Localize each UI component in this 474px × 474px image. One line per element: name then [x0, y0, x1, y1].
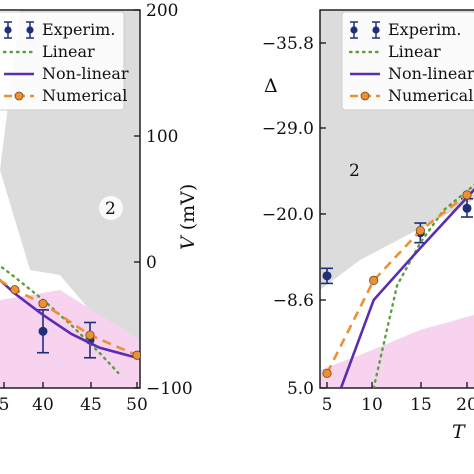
- right-panel: 5 10 15 20 −35.8 −29.0 −20.0 −8.6 5.0 2 Δ T Exp…: [262, 9, 474, 443]
- numerical-point: [10, 285, 20, 295]
- y-tick-label: −29.0: [262, 119, 314, 139]
- region-label-left-bg: [99, 196, 123, 220]
- legend-label: Experim.: [42, 20, 115, 39]
- legend-label: Linear: [42, 42, 95, 61]
- legend-right: Experim. Linear Non-linear Numerical: [341, 11, 474, 111]
- legend-label: Linear: [388, 42, 441, 61]
- y-tick-label: −8.6: [273, 291, 314, 311]
- y-axis-label-left: V(mV): [177, 184, 199, 250]
- y-tick-label: −35.8: [262, 34, 314, 54]
- legend-label: Numerical: [42, 86, 127, 105]
- y-tick-label: 0: [146, 253, 157, 273]
- numerical-point: [132, 350, 140, 360]
- right-plot-frame: [319, 9, 474, 389]
- x-tick-label: 20: [456, 395, 474, 415]
- x-tick-label: 50: [126, 395, 148, 415]
- numerical-point: [38, 298, 48, 309]
- x-axis-label-right: T: [452, 421, 466, 443]
- x-tick-label: 5: [322, 395, 333, 415]
- numerical-point: [85, 330, 95, 340]
- y-axis-label-right: Δ: [264, 75, 278, 97]
- x-tick-label: 40: [32, 395, 54, 415]
- pink-region-right: [320, 315, 474, 388]
- experimental-point: [37, 309, 49, 354]
- legend-item: Experim.: [350, 20, 461, 39]
- x-tick-label: 5: [0, 395, 9, 415]
- legend-left: Experim. Linear Non-linear Numerical: [0, 11, 129, 111]
- legend-label: Non-linear: [42, 64, 129, 83]
- y-tick-label: 5.0: [287, 379, 314, 399]
- legend-item: Non-linear: [4, 64, 129, 83]
- x-tick-label: 10: [361, 395, 383, 415]
- series-line-nonlinear: [339, 187, 474, 388]
- y-tick-label: −20.0: [262, 205, 314, 225]
- numerical-point: [462, 190, 472, 200]
- x-tick-label: 15: [410, 395, 432, 415]
- legend-item: Non-linear: [350, 64, 474, 83]
- region-label-right: 2: [349, 161, 360, 181]
- legend-box: [0, 11, 125, 111]
- left-plot-frame: [0, 9, 141, 389]
- numerical-point: [369, 275, 379, 285]
- numerical-point: [415, 225, 425, 236]
- legend-box: [341, 11, 474, 111]
- numerical-point: [322, 368, 332, 378]
- legend-item: Linear: [348, 42, 441, 61]
- legend-item: Linear: [2, 42, 95, 61]
- legend-item: Numerical: [350, 86, 473, 105]
- legend-label: Experim.: [388, 20, 461, 39]
- y-tick-label: 200: [146, 1, 178, 21]
- series-line-nonlinear: [0, 278, 138, 360]
- region-label-left-text: 2: [105, 199, 116, 219]
- y-tick-label: −100: [146, 379, 193, 399]
- legend-label: Non-linear: [388, 64, 474, 83]
- experimental-point: [321, 267, 333, 285]
- legend-item: Numerical: [4, 86, 127, 105]
- legend-label: Numerical: [388, 86, 473, 105]
- left-panel: 5 40 45 50 200 100 0 −100 2 V(mV) Experim. Line…: [0, 1, 199, 415]
- x-tick-label: 45: [80, 395, 102, 415]
- y-tick-label: 100: [146, 127, 178, 147]
- series-line-linear: [372, 183, 474, 388]
- series-line-numerical: [325, 193, 468, 374]
- pink-region-left: [0, 290, 140, 388]
- experimental-point: [461, 197, 473, 218]
- legend-item: Experim.: [4, 20, 115, 39]
